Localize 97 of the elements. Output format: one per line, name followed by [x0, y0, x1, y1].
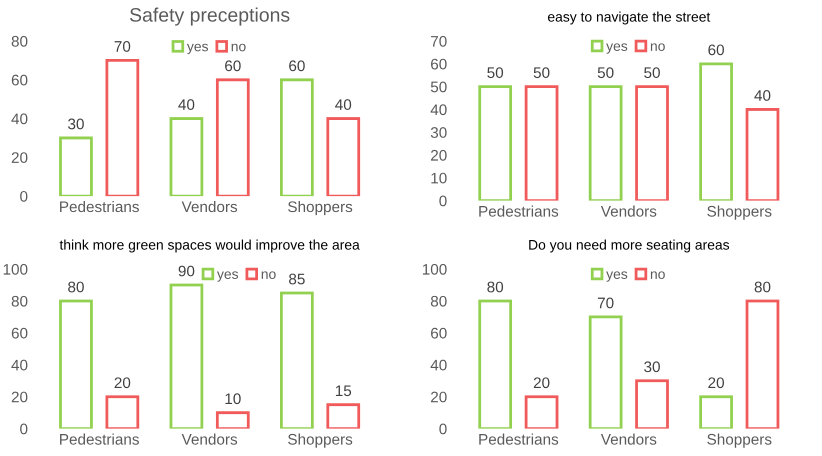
data-label: 10 [225, 393, 241, 404]
bar [699, 62, 733, 201]
legend-label: yes [606, 271, 628, 282]
chart-title: Do you need more seating areas [529, 240, 730, 252]
x-tick-label: Pedestrians [479, 434, 558, 445]
legend-label: no [650, 43, 665, 51]
data-label: 80 [68, 282, 84, 292]
legend-label: yes [216, 271, 238, 282]
y-tick-label: 20 [12, 152, 28, 164]
legend-label: no [262, 271, 276, 279]
bar [170, 284, 204, 429]
y-tick-label: 80 [430, 296, 447, 307]
bar [280, 78, 314, 196]
y-tick-label: 70 [431, 36, 447, 47]
chart-title: Safety preceptions [130, 8, 290, 26]
bar [524, 85, 558, 201]
y-tick-label: 100 [422, 264, 447, 275]
y-tick-label: 60 [431, 58, 447, 70]
data-label: 40 [754, 90, 770, 101]
data-label: 70 [598, 298, 614, 308]
y-tick-label: 60 [12, 74, 28, 86]
data-label: 30 [644, 361, 660, 372]
y-tick-label: 60 [431, 328, 447, 339]
data-label: 40 [178, 99, 194, 110]
y-tick-label: 20 [431, 392, 447, 402]
x-tick-label: Pedestrians [60, 434, 139, 445]
bar [746, 108, 780, 201]
x-tick-label: Shoppers [707, 206, 772, 220]
data-label: 50 [534, 67, 550, 78]
y-tick-label: 0 [439, 424, 447, 434]
data-label: 85 [289, 274, 305, 284]
bar [635, 379, 669, 429]
bar [746, 300, 780, 429]
y-tick-label: 80 [12, 36, 28, 47]
chart-title: think more green spaces would improve the area [60, 240, 360, 252]
x-tick-label: Shoppers [707, 434, 772, 448]
y-tick-label: 20 [431, 150, 447, 161]
x-tick-label: Vendors [600, 434, 656, 445]
bar [280, 292, 314, 429]
bar [216, 411, 250, 429]
y-tick-label: 100 [4, 264, 28, 275]
y-tick-label: 40 [11, 113, 28, 124]
bar [59, 300, 93, 429]
bar [59, 136, 93, 196]
data-label: 60 [225, 60, 241, 72]
x-tick-label: Shoppers [288, 200, 352, 216]
legend-label: yes [606, 43, 628, 54]
bar [588, 85, 622, 201]
data-label: 80 [487, 282, 504, 292]
bar [478, 300, 512, 429]
data-label: 15 [336, 385, 352, 396]
bar [105, 59, 140, 196]
bar [635, 85, 669, 201]
data-label: 50 [487, 67, 504, 78]
bar [216, 78, 250, 196]
bar [326, 117, 360, 196]
y-tick-label: 40 [430, 104, 447, 116]
y-tick-label: 40 [11, 360, 28, 370]
y-tick-label: 40 [430, 360, 447, 370]
y-tick-label: 60 [12, 328, 28, 339]
data-label: 90 [178, 266, 194, 276]
chart-title: easy to navigate the street [548, 12, 710, 24]
data-label: 80 [754, 282, 770, 292]
bar [326, 403, 360, 429]
y-tick-label: 0 [20, 424, 28, 434]
legend-label: yes [186, 44, 208, 54]
legend-label: no [232, 44, 246, 52]
x-tick-label: Vendors [182, 200, 238, 212]
bar [478, 85, 512, 201]
x-tick-label: Vendors [182, 434, 238, 445]
x-tick-label: Pedestrians [479, 206, 558, 217]
data-label: 60 [289, 60, 305, 72]
bar [170, 117, 204, 196]
data-label: 60 [708, 44, 724, 56]
y-tick-label: 30 [430, 127, 447, 138]
data-label: 70 [114, 41, 130, 52]
y-tick-label: 0 [20, 190, 28, 202]
y-tick-label: 20 [12, 392, 28, 402]
data-label: 20 [114, 377, 130, 388]
y-tick-label: 80 [12, 296, 28, 307]
legend-label: no [650, 271, 665, 279]
y-tick-label: 0 [439, 196, 447, 206]
data-label: 20 [534, 377, 550, 388]
bar [588, 316, 622, 429]
x-tick-label: Pedestrians [60, 200, 139, 212]
data-label: 40 [335, 99, 352, 110]
data-label: 50 [598, 67, 614, 78]
bar [105, 395, 140, 429]
x-tick-label: Shoppers [288, 434, 352, 448]
bar [524, 395, 558, 429]
data-label: 50 [644, 67, 660, 78]
y-tick-label: 50 [430, 82, 447, 92]
data-label: 30 [68, 118, 84, 130]
x-tick-label: Vendors [600, 206, 656, 217]
data-label: 20 [708, 377, 724, 388]
bar [699, 395, 733, 429]
y-tick-label: 10 [431, 172, 447, 184]
